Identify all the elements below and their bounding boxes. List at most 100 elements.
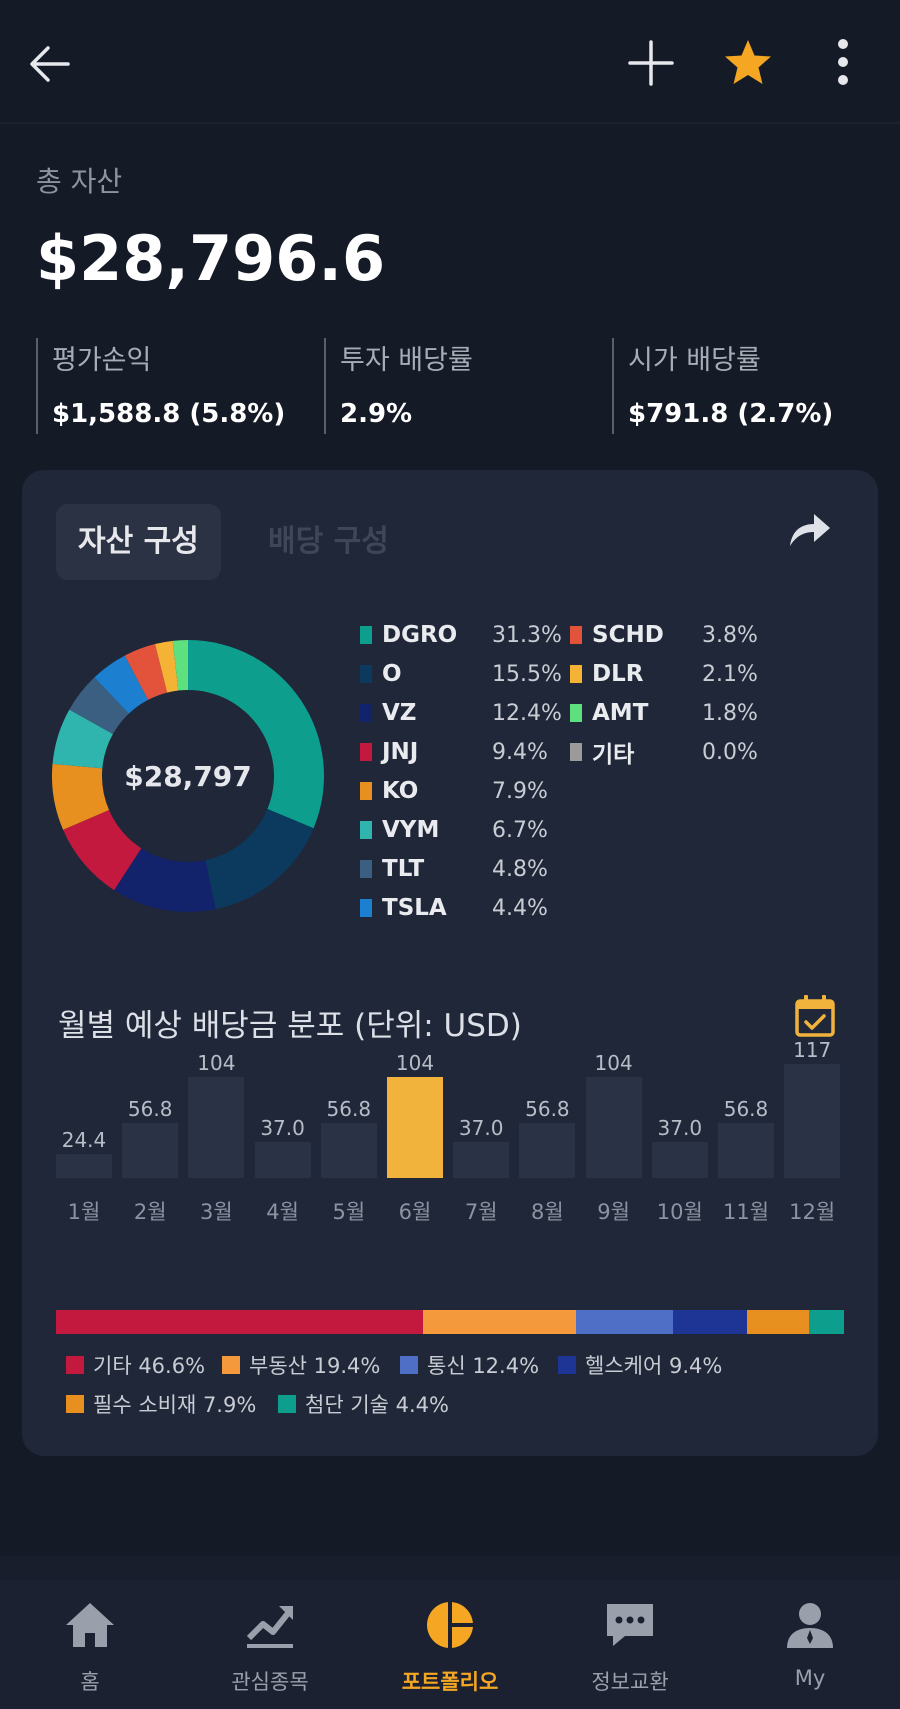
donut-slice-jnj bbox=[63, 809, 142, 891]
bar-month-label: 8월 bbox=[531, 1200, 564, 1224]
legend-item-tlt: TLT 4.8% bbox=[360, 854, 548, 884]
sector-stacked-bar bbox=[56, 1310, 844, 1334]
bar-month-label: 7월 bbox=[464, 1200, 498, 1224]
legend-percent: 7.9% bbox=[492, 778, 548, 804]
bar-month-label: 11월 bbox=[722, 1200, 770, 1224]
legend-name: TSLA bbox=[382, 895, 447, 921]
bar-value-label: 104 bbox=[197, 1050, 236, 1075]
sector-legend-item: 헬스케어 9.4% bbox=[558, 1350, 722, 1380]
donut-center-total: $28,797 bbox=[124, 759, 252, 793]
bar-10[interactable] bbox=[651, 1141, 708, 1178]
bar-8[interactable] bbox=[519, 1122, 576, 1178]
bar-7[interactable] bbox=[453, 1141, 510, 1178]
more-vertical-icon[interactable] bbox=[834, 38, 852, 88]
tab-asset-composition[interactable]: 자산 구성 bbox=[56, 504, 221, 580]
sector-swatch bbox=[222, 1356, 240, 1374]
metric-unrealized-pnl: 평가손익 $1,588.8 (5.8%) bbox=[36, 338, 285, 434]
sector-label: 첨단 기술 4.4% bbox=[305, 1393, 449, 1417]
legend-percent: 4.4% bbox=[492, 895, 548, 921]
legend-item-ko: KO 7.9% bbox=[360, 776, 548, 806]
sector-label: 부동산 19.4% bbox=[249, 1354, 381, 1378]
nav-label: 홈 bbox=[80, 1670, 100, 1694]
sector-segment bbox=[747, 1310, 810, 1334]
legend-item-other: 기타 0.0% bbox=[570, 737, 758, 768]
star-icon[interactable] bbox=[722, 38, 774, 88]
bar-month-label: 2월 bbox=[133, 1200, 167, 1224]
sector-swatch bbox=[66, 1356, 84, 1374]
donut-slice-ko bbox=[51, 763, 110, 830]
donut-slice-vym bbox=[52, 709, 113, 769]
bar-month-label: 5월 bbox=[332, 1200, 366, 1224]
bar-3[interactable] bbox=[188, 1076, 245, 1178]
metric-label: 평가손익 bbox=[52, 345, 152, 376]
home-icon bbox=[66, 1603, 114, 1647]
nav-home[interactable]: 홈 bbox=[0, 1580, 180, 1709]
share-icon[interactable] bbox=[786, 510, 832, 550]
donut-slice-tlt bbox=[69, 677, 129, 735]
tab-dividend-composition[interactable]: 배당 구성 bbox=[268, 524, 389, 559]
bar-2[interactable] bbox=[122, 1122, 179, 1178]
legend-name: TLT bbox=[382, 856, 425, 882]
nav-community[interactable]: 정보교환 bbox=[540, 1580, 720, 1709]
bar-value-label: 24.4 bbox=[61, 1128, 107, 1153]
legend-swatch bbox=[360, 626, 372, 644]
nav-label: 포트폴리오 bbox=[401, 1670, 499, 1694]
bar-month-label: 9월 bbox=[597, 1200, 630, 1224]
legend-percent: 1.8% bbox=[702, 700, 758, 726]
sector-segment bbox=[422, 1310, 576, 1334]
sector-swatch bbox=[278, 1395, 296, 1413]
nav-label: 관심종목 bbox=[231, 1670, 309, 1694]
chat-bubble-icon bbox=[607, 1604, 653, 1646]
bar-12[interactable] bbox=[784, 1064, 841, 1178]
bar-month-label: 4월 bbox=[266, 1200, 299, 1224]
legend-item-dgro: DGRO 31.3% bbox=[360, 620, 562, 650]
bar-9[interactable] bbox=[585, 1076, 642, 1178]
legend-item-dlr: DLR 2.1% bbox=[570, 659, 758, 689]
legend-name: VYM bbox=[382, 817, 440, 843]
nav-watchlist[interactable]: 관심종목 bbox=[180, 1580, 360, 1709]
legend-percent: 9.4% bbox=[492, 739, 548, 765]
legend-item-amt: AMT 1.8% bbox=[570, 698, 758, 728]
nav-my[interactable]: My bbox=[720, 1580, 900, 1709]
sector-swatch bbox=[66, 1395, 84, 1413]
legend-name: SCHD bbox=[592, 622, 664, 648]
calendar-check-icon[interactable] bbox=[794, 994, 836, 1038]
sector-legend-item: 기타 46.6% bbox=[66, 1350, 205, 1380]
bar-value-label: 56.8 bbox=[723, 1096, 769, 1121]
plus-icon[interactable] bbox=[628, 40, 674, 86]
bar-5[interactable] bbox=[320, 1122, 377, 1178]
total-assets-label: 총 자산 bbox=[36, 165, 123, 198]
sector-legend-item: 통신 12.4% bbox=[400, 1350, 539, 1380]
bar-11[interactable] bbox=[718, 1122, 774, 1178]
legend-item-vz: VZ 12.4% bbox=[360, 698, 562, 728]
legend-swatch bbox=[360, 782, 372, 800]
nav-portfolio[interactable]: 포트폴리오 bbox=[360, 1580, 540, 1709]
legend-item-schd: SCHD 3.8% bbox=[570, 620, 758, 650]
sector-segment bbox=[575, 1310, 674, 1334]
sector-legend-item: 첨단 기술 4.4% bbox=[278, 1389, 449, 1419]
asset-donut-chart: $28,797 bbox=[51, 630, 352, 930]
bar-value-label: 56.8 bbox=[525, 1096, 570, 1121]
legend-name: AMT bbox=[592, 700, 649, 726]
sector-swatch bbox=[400, 1356, 418, 1374]
legend-swatch bbox=[570, 704, 582, 722]
top-app-bar bbox=[0, 0, 900, 130]
metric-market-yield: 시가 배당률 $791.8 (2.7%) bbox=[612, 338, 833, 434]
bar-4[interactable] bbox=[254, 1141, 311, 1178]
donut-slice-amt bbox=[172, 640, 188, 691]
bar-value-label: 117 bbox=[793, 1038, 832, 1062]
bar-value-label: 37.0 bbox=[260, 1115, 305, 1140]
legend-swatch bbox=[570, 743, 582, 761]
metric-label: 투자 배당률 bbox=[340, 345, 473, 376]
metric-value: $791.8 (2.7%) bbox=[628, 399, 834, 429]
legend-swatch bbox=[360, 665, 372, 683]
back-arrow-icon[interactable] bbox=[28, 44, 72, 84]
legend-percent: 2.1% bbox=[702, 661, 758, 687]
bar-value-label: 37.0 bbox=[458, 1115, 504, 1140]
bar-1[interactable] bbox=[56, 1154, 112, 1178]
bar-6[interactable] bbox=[387, 1076, 443, 1178]
metric-value: $1,588.8 (5.8%) bbox=[52, 399, 286, 429]
legend-swatch bbox=[570, 626, 582, 644]
legend-percent: 12.4% bbox=[492, 700, 562, 726]
donut-slice-dlr bbox=[155, 640, 179, 693]
